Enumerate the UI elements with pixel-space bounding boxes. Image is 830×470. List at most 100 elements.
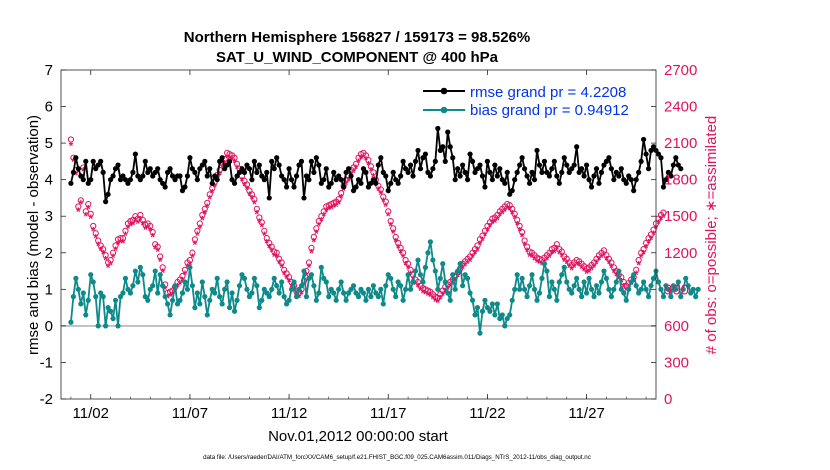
obs-possible-point xyxy=(392,233,399,241)
obs-assimilated-point: * xyxy=(131,218,136,232)
bias-point xyxy=(298,283,305,289)
rmse-point xyxy=(234,173,240,179)
obs-assimilated-point: * xyxy=(245,183,250,197)
obs-assimilated-point: * xyxy=(661,211,666,225)
rmse-point xyxy=(222,166,228,172)
rmse-point xyxy=(336,173,342,179)
bias-point xyxy=(648,283,654,289)
obs-possible-point xyxy=(387,218,394,225)
obs-possible-point xyxy=(194,227,201,234)
rmse-point xyxy=(425,169,431,175)
rmse-point xyxy=(517,162,523,168)
rmse-point xyxy=(189,166,195,172)
bias-point xyxy=(338,279,344,285)
x-tick-label: 11/12 xyxy=(271,405,307,422)
obs-possible-point xyxy=(618,274,625,281)
obs-assimilated-point: * xyxy=(252,198,257,212)
bias-point xyxy=(455,268,461,274)
obs-assimilated-point: * xyxy=(212,180,217,194)
rmse-point xyxy=(333,177,339,183)
bias-point xyxy=(536,290,543,296)
rmse-point xyxy=(507,191,513,197)
rmse-point xyxy=(583,162,590,168)
obs-assimilated-point: * xyxy=(91,224,96,238)
bias-point xyxy=(234,297,240,303)
bias-point xyxy=(695,286,701,292)
rmse-point xyxy=(231,180,238,186)
x-axis-label: Nov.01,2012 00:00:00 start xyxy=(268,428,449,445)
obs-possible-point xyxy=(253,205,260,213)
bias-point xyxy=(112,297,119,303)
bias-point xyxy=(326,294,332,300)
bias-point xyxy=(241,275,248,281)
rmse-point xyxy=(142,158,148,164)
rmse-point xyxy=(184,173,191,179)
obs-assimilated-point: * xyxy=(428,290,433,304)
rmse-point xyxy=(68,180,74,186)
obs-assimilated-point: * xyxy=(473,248,478,262)
obs-assimilated-point: * xyxy=(81,165,86,179)
obs-possible-point xyxy=(511,210,518,217)
obs-assimilated-point: * xyxy=(426,289,431,303)
rmse-point xyxy=(445,129,451,135)
rmse-point xyxy=(284,184,290,190)
bias-point xyxy=(380,301,386,307)
obs-assimilated-point: * xyxy=(612,266,617,280)
obs-assimilated-point: * xyxy=(150,230,155,244)
obs-assimilated-point: * xyxy=(123,229,128,243)
obs-assimilated-point: * xyxy=(393,235,398,249)
bias-point xyxy=(564,279,570,285)
rmse-point xyxy=(251,158,257,164)
obs-assimilated-point: * xyxy=(145,222,150,236)
bias-point xyxy=(469,297,476,303)
obs-assimilated-point: * xyxy=(631,276,636,290)
obs-assimilated-point: * xyxy=(540,258,545,272)
rmse-point xyxy=(323,166,329,172)
bias-point xyxy=(78,301,84,307)
rmse-point xyxy=(343,169,349,175)
obs-assimilated-point: * xyxy=(264,237,269,251)
obs-assimilated-point: * xyxy=(314,227,319,241)
bias-point xyxy=(556,279,562,285)
obs-assimilated-point: * xyxy=(297,291,302,305)
obs-possible-point xyxy=(107,256,114,264)
bias-point xyxy=(576,286,582,292)
bias-point xyxy=(311,283,317,289)
obs-possible-point xyxy=(206,191,213,198)
y-left-tick-label: 1 xyxy=(45,281,53,298)
obs-assimilated-point: * xyxy=(193,238,198,252)
obs-assimilated-point: * xyxy=(497,210,502,224)
bias-point xyxy=(83,312,89,318)
bias-point xyxy=(643,286,649,292)
obs-assimilated-point: * xyxy=(321,210,326,224)
obs-assimilated-point: * xyxy=(200,213,205,227)
obs-assimilated-point: * xyxy=(408,268,413,282)
rmse-point xyxy=(83,158,89,164)
bias-point xyxy=(217,294,223,300)
obs-assimilated-point: * xyxy=(463,260,468,274)
obs-assimilated-point: * xyxy=(431,293,436,307)
bias-point xyxy=(140,272,146,278)
bias-point xyxy=(673,286,679,292)
obs-assimilated-point: * xyxy=(483,229,488,243)
rmse-point xyxy=(482,184,488,190)
rmse-point xyxy=(355,177,362,183)
obs-possible-point xyxy=(233,160,241,167)
obs-possible-point xyxy=(181,266,189,273)
rmse-point xyxy=(403,166,409,172)
rmse-point xyxy=(663,177,669,183)
obs-assimilated-point: * xyxy=(398,246,403,260)
y-right-tick-label: 300 xyxy=(664,354,689,371)
obs-possible-point xyxy=(390,225,397,232)
bias-point xyxy=(415,257,421,263)
bias-point xyxy=(378,286,384,292)
rmse-point xyxy=(147,166,153,172)
obs-assimilated-point: * xyxy=(284,272,289,286)
obs-assimilated-point: * xyxy=(381,195,386,209)
rmse-point xyxy=(140,173,146,179)
rmse-point xyxy=(388,180,394,186)
obs-assimilated-point: * xyxy=(255,207,260,221)
bias-point xyxy=(393,294,399,300)
bias-point xyxy=(189,283,195,289)
